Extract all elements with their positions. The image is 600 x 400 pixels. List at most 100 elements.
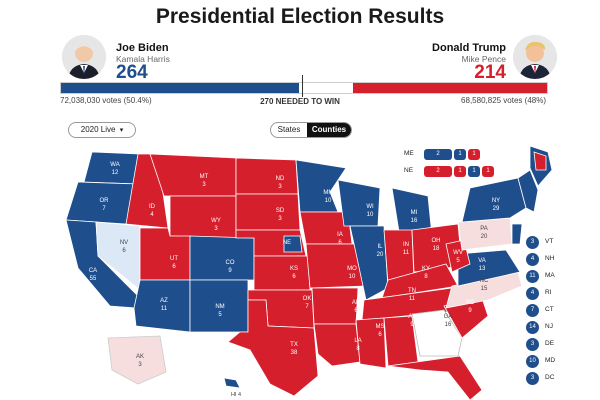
ev-MI: 16	[411, 218, 418, 224]
biden-popular-votes: 72,038,030 votes (50.4%)	[60, 96, 152, 105]
ev-WA: 12	[112, 170, 119, 176]
label-MS: MS	[376, 324, 385, 330]
ev-GA: 16	[445, 322, 452, 328]
ne-box-rep-1b[interactable]: 1	[482, 166, 494, 177]
ev-TN: 11	[409, 296, 416, 302]
label-VA: VA	[478, 258, 486, 264]
counties-view-option[interactable]: Counties	[307, 123, 351, 137]
small-state-de[interactable]: 3 DE	[526, 338, 596, 352]
label-NM: NM	[215, 304, 224, 310]
me-box-rep-1[interactable]: 1	[468, 149, 480, 160]
state-NY[interactable]	[461, 177, 527, 223]
ev-NC: 15	[481, 286, 488, 292]
ev-OH: 18	[433, 246, 440, 252]
me-box-dem-1[interactable]: 1	[454, 149, 466, 160]
label-OK: OK	[303, 296, 312, 302]
state-VA[interactable]	[457, 249, 521, 287]
state-WI[interactable]	[337, 179, 381, 227]
state-AR[interactable]	[311, 287, 359, 325]
view-toggle[interactable]: States Counties	[270, 122, 352, 138]
ma-ev-circle: 11	[526, 270, 539, 283]
state-HI[interactable]	[223, 377, 241, 389]
ev-KS: 6	[292, 274, 296, 280]
small-state-nh[interactable]: 4 NH	[526, 253, 596, 267]
state-WA[interactable]	[83, 151, 141, 185]
label-UT: UT	[170, 256, 178, 262]
state-SD[interactable]	[235, 193, 301, 231]
ev-WY: 3	[214, 226, 218, 232]
ne-split-row: NE 2 1 1 1	[404, 166, 504, 178]
state-MT[interactable]	[149, 153, 237, 197]
label-WA: WA	[110, 162, 119, 168]
state-FL[interactable]	[387, 355, 483, 400]
ev-LA: 8	[356, 346, 360, 352]
ev-MS: 6	[378, 332, 382, 338]
state-WY[interactable]	[169, 195, 237, 239]
label-MN: MN	[323, 190, 332, 196]
state-CO[interactable]	[189, 235, 255, 281]
ev-PA: 20	[481, 234, 488, 240]
dc-ev-circle: 3	[526, 372, 539, 385]
label-NE: NE	[283, 240, 291, 246]
ev-VA: 13	[479, 266, 486, 272]
state-MN[interactable]	[295, 159, 347, 213]
state-IL[interactable]	[349, 225, 389, 301]
states-view-option[interactable]: States	[277, 125, 301, 134]
ev-MT: 3	[202, 182, 206, 188]
biden-portrait-icon	[62, 35, 106, 79]
label-IL: IL	[377, 244, 383, 250]
trump-popular-votes: 68,580,825 votes (48%)	[461, 96, 546, 105]
small-state-dc[interactable]: 3 DC	[526, 372, 596, 386]
state-AZ[interactable]	[133, 279, 191, 333]
small-state-nj[interactable]: 14 NJ	[526, 321, 596, 335]
state-ND[interactable]	[235, 157, 299, 195]
me-box-dem-2[interactable]: 2	[424, 149, 452, 160]
harris-running-mate: Kamala Harris	[116, 54, 170, 64]
state-NE-2nd-district[interactable]	[283, 235, 303, 253]
pence-running-mate: Mike Pence	[461, 54, 506, 64]
ri-ev-circle: 4	[526, 287, 539, 300]
small-state-ri[interactable]: 4 RI	[526, 287, 596, 301]
year-select-label: 2020 Live	[80, 125, 116, 134]
small-state-md[interactable]: 10 MD	[526, 355, 596, 369]
ev-IL: 20	[377, 252, 384, 258]
ev-NY: 29	[493, 206, 500, 212]
state-ID[interactable]	[125, 153, 169, 229]
label-SD: SD	[276, 208, 285, 214]
year-select[interactable]: 2020 Live ▾	[68, 122, 136, 138]
nj-label: NJ	[545, 323, 553, 330]
state-GA[interactable]	[411, 309, 463, 357]
small-state-vt[interactable]: 3 VT	[526, 236, 596, 250]
ev-SC: 9	[468, 308, 472, 314]
ct-label: CT	[545, 306, 554, 313]
state-UT[interactable]	[139, 227, 191, 281]
ne-split-label: NE	[404, 167, 414, 174]
label-AR: AR	[352, 300, 361, 306]
state-NJ[interactable]	[511, 223, 523, 245]
state-ME-2nd-district[interactable]	[533, 151, 547, 171]
state-KS[interactable]	[253, 255, 311, 291]
small-state-ct[interactable]: 7 CT	[526, 304, 596, 318]
nj-ev-circle: 14	[526, 321, 539, 334]
ev-NM: 5	[218, 312, 222, 318]
nh-ev-circle: 4	[526, 253, 539, 266]
label-ND: ND	[276, 176, 285, 182]
label-AK: AK	[136, 354, 144, 360]
state-LA[interactable]	[313, 323, 361, 367]
state-NE-region[interactable]	[517, 169, 539, 213]
state-TX[interactable]	[227, 299, 319, 397]
trump-name: Donald Trump	[432, 42, 506, 54]
dem-progress-fill	[61, 83, 299, 93]
label-FL: FL	[468, 352, 476, 358]
state-shapes	[65, 145, 553, 400]
state-AK[interactable]	[107, 335, 167, 385]
ne-box-rep-1a[interactable]: 1	[454, 166, 466, 177]
state-MS[interactable]	[355, 317, 387, 369]
small-state-ma[interactable]: 11 MA	[526, 270, 596, 284]
ev-ID: 4	[150, 212, 154, 218]
ne-box-dem-1[interactable]: 1	[468, 166, 480, 177]
ev-SD: 3	[278, 216, 282, 222]
label-KY: KY	[422, 266, 430, 272]
ne-box-rep-2[interactable]: 2	[424, 166, 452, 177]
win-threshold-marker	[302, 75, 303, 97]
